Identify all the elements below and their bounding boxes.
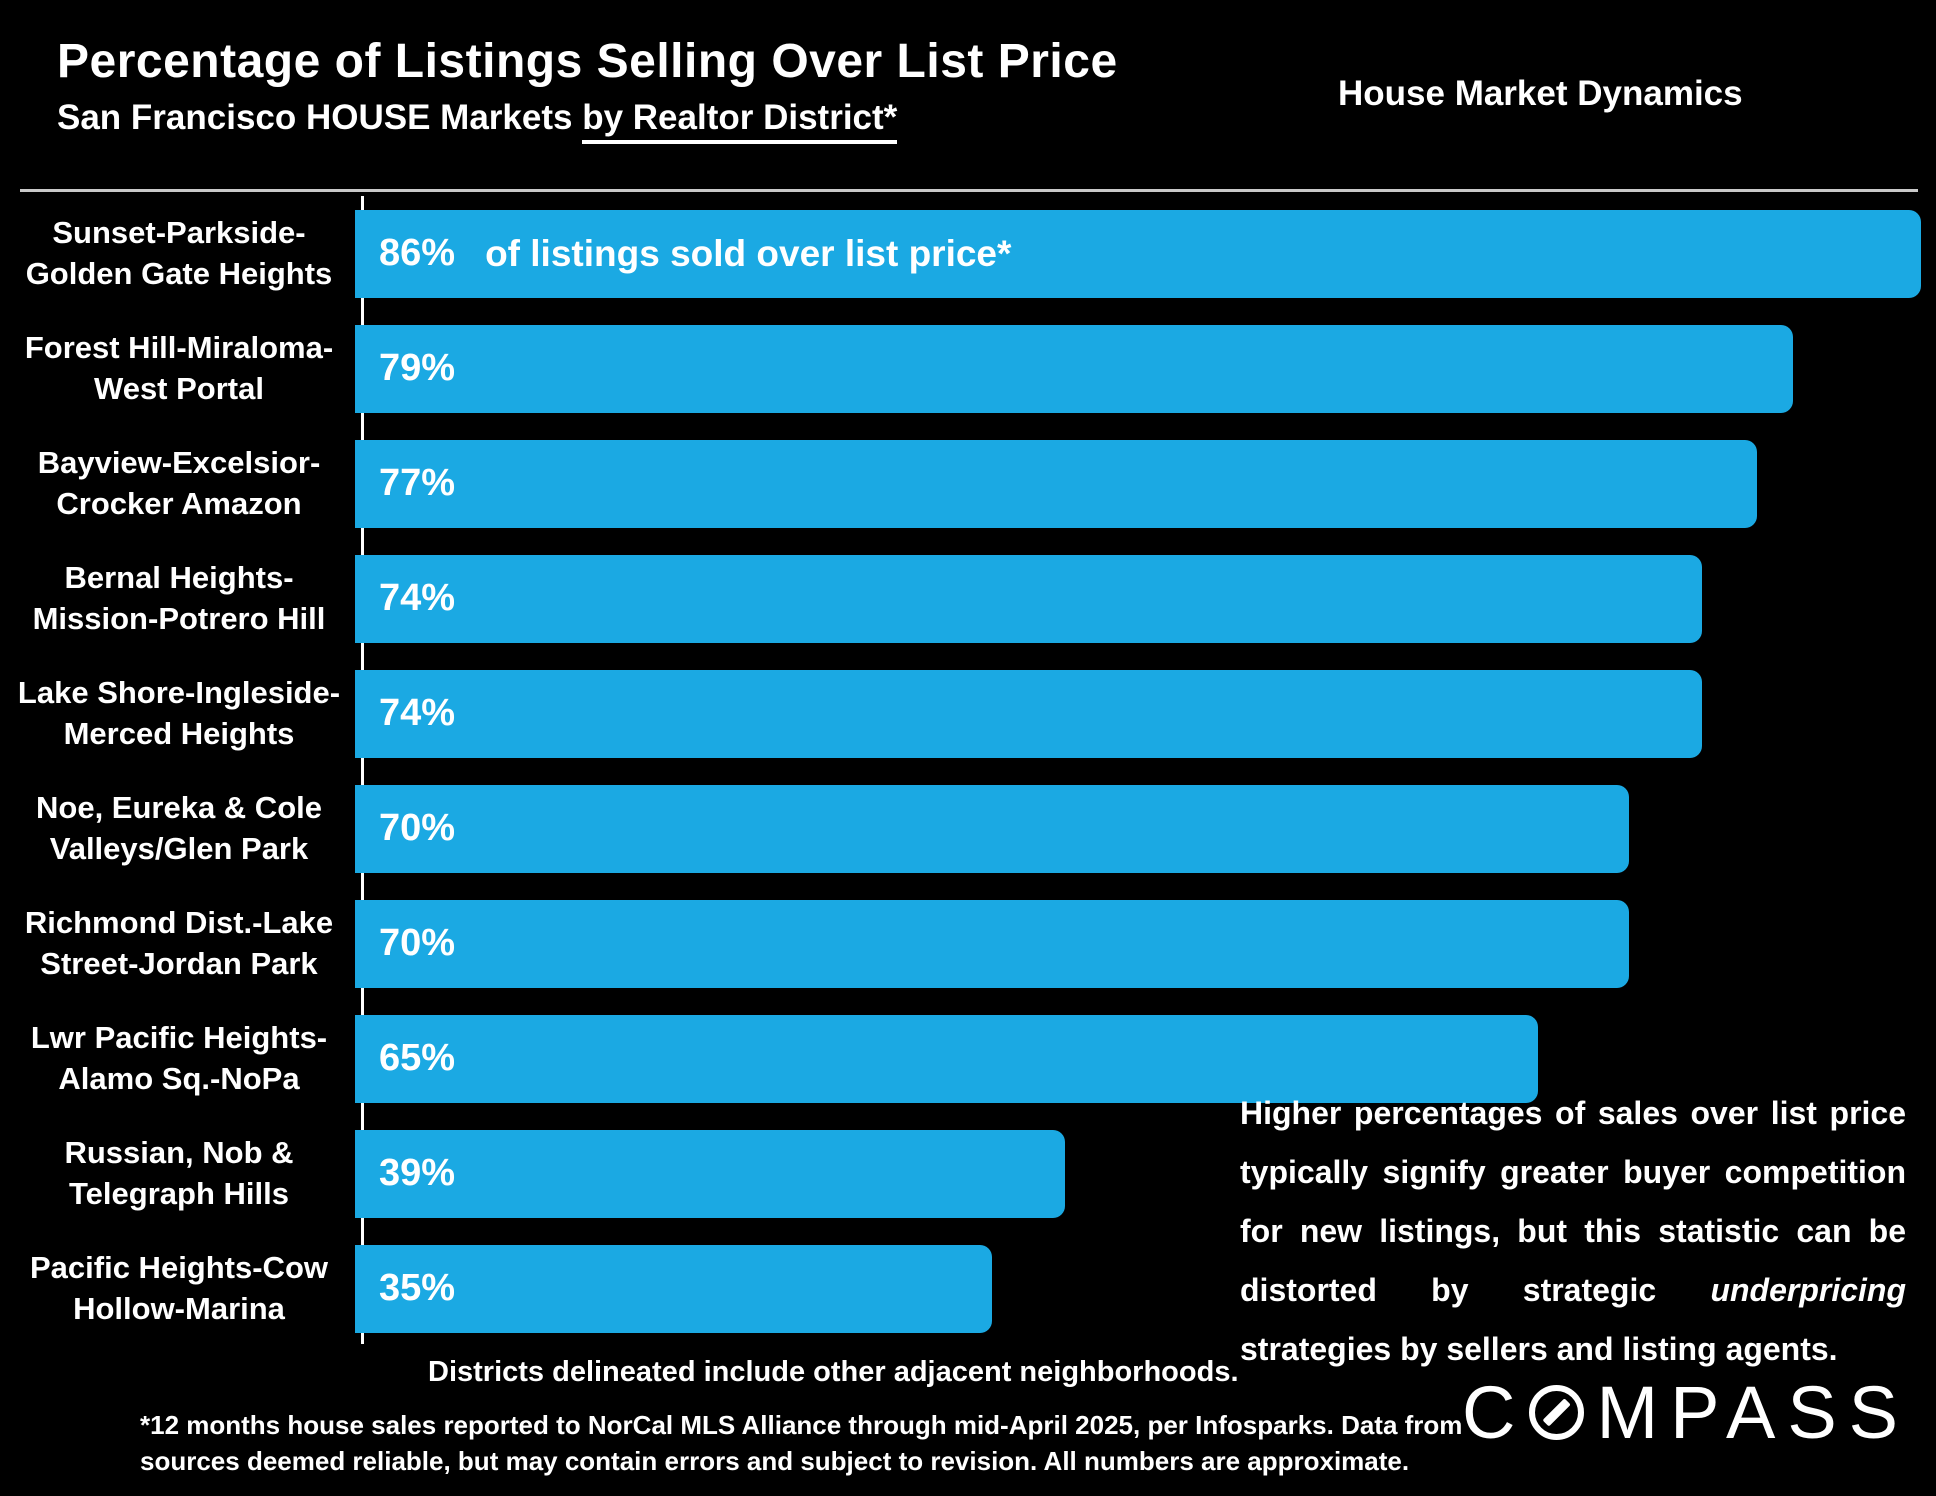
subtitle-prefix: San Francisco HOUSE Markets — [57, 98, 583, 137]
bar-area: 65% — [352, 1014, 1936, 1103]
needle-slash-icon — [1542, 1398, 1571, 1427]
bar: 74% — [355, 669, 1703, 758]
annotation-italic: underpricing — [1710, 1272, 1907, 1308]
bar-value-label: 79% — [379, 347, 456, 389]
bar: 86% of listings sold over list price* — [355, 209, 1921, 298]
footnote-line-1: *12 months house sales reported to NorCa… — [140, 1410, 1463, 1440]
bar-chart: Sunset-Parkside- Golden Gate Heights 86%… — [0, 196, 1936, 1346]
logo-letters-mpass: MPASS — [1596, 1371, 1911, 1454]
header-divider — [20, 189, 1918, 192]
chart-row: Pacific Heights-Cow Hollow-Marina 35% — [0, 1231, 1936, 1346]
category-label: Noe, Eureka & Cole Valleys/Glen Park — [0, 788, 352, 869]
category-label-line-1: Russian, Nob & — [64, 1135, 294, 1171]
category-label-line-2: Merced Heights — [63, 715, 295, 751]
bar-area: 77% — [352, 439, 1936, 528]
category-label-line-2: Crocker Amazon — [56, 485, 302, 521]
bar-rows: Sunset-Parkside- Golden Gate Heights 86%… — [0, 196, 1936, 1346]
bar-value-label: 77% — [379, 462, 456, 504]
chart-row: Noe, Eureka & Cole Valleys/Glen Park 70% — [0, 771, 1936, 886]
subtitle-asterisk: * — [883, 98, 898, 137]
footnote: *12 months house sales reported to NorCa… — [140, 1407, 1462, 1479]
bar: 79% — [355, 324, 1794, 413]
bar: 70% — [355, 784, 1630, 873]
bar-area: 35% — [352, 1244, 1936, 1333]
category-label-line-1: Sunset-Parkside- — [52, 215, 306, 251]
bar-area: 70% — [352, 784, 1936, 873]
chart-row: Lwr Pacific Heights- Alamo Sq.-NoPa 65% — [0, 1001, 1936, 1116]
category-label-line-2: Alamo Sq.-NoPa — [58, 1060, 300, 1096]
category-label-line-2: West Portal — [94, 370, 264, 406]
bar: 65% — [355, 1014, 1539, 1103]
category-label-line-1: Lwr Pacific Heights- — [30, 1020, 328, 1056]
category-label-line-2: Hollow-Marina — [73, 1290, 285, 1326]
bar-area: 70% — [352, 899, 1936, 988]
corner-label: House Market Dynamics — [1338, 74, 1743, 113]
bar-value-label: 74% — [379, 692, 456, 734]
bar: 70% — [355, 899, 1630, 988]
bar: 74% — [355, 554, 1703, 643]
compass-logo: C MPASS — [1462, 1370, 1910, 1455]
chart-row: Sunset-Parkside- Golden Gate Heights 86%… — [0, 196, 1936, 311]
districts-note: Districts delineated include other adjac… — [428, 1356, 1239, 1388]
annotation-part-1: Higher percentages of sales over list pr… — [1240, 1095, 1906, 1308]
category-label-line-1: Lake Shore-Ingleside- — [17, 675, 341, 711]
category-label-line-2: Mission-Potrero Hill — [32, 600, 326, 636]
annotation-part-2: strategies by sellers and listing agents… — [1240, 1331, 1838, 1367]
bar-area: 86% of listings sold over list price* — [352, 209, 1936, 298]
compass-needle-o-icon — [1529, 1385, 1585, 1440]
chart-row: Forest Hill-Miraloma- West Portal 79% — [0, 311, 1936, 426]
chart-row: Russian, Nob & Telegraph Hills 39% — [0, 1116, 1936, 1231]
bar-value-label: 39% — [379, 1152, 456, 1194]
bar: 77% — [355, 439, 1757, 528]
bar-value-label: 70% — [379, 807, 456, 849]
page-title: Percentage of Listings Selling Over List… — [57, 35, 1118, 88]
chart-row: Lake Shore-Ingleside- Merced Heights 74% — [0, 656, 1936, 771]
bar-value-label: 70% — [379, 922, 456, 964]
bar-area: 79% — [352, 324, 1936, 413]
category-label: Lake Shore-Ingleside- Merced Heights — [0, 673, 352, 754]
category-label-line-2: Telegraph Hills — [69, 1175, 289, 1211]
bar-area: 74% — [352, 554, 1936, 643]
bar-area: 74% — [352, 669, 1936, 758]
chart-row: Bayview-Excelsior- Crocker Amazon 77% — [0, 426, 1936, 541]
category-label-line-1: Noe, Eureka & Cole — [36, 790, 322, 826]
annotation-text: Higher percentages of sales over list pr… — [1240, 1084, 1906, 1379]
category-label: Bernal Heights- Mission-Potrero Hill — [0, 558, 352, 639]
bar-value-label: 35% — [379, 1267, 456, 1309]
category-label: Bayview-Excelsior- Crocker Amazon — [0, 443, 352, 524]
category-label-line-2: Valleys/Glen Park — [49, 830, 309, 866]
bar-value-label: 65% — [379, 1037, 456, 1079]
category-label-line-1: Richmond Dist.-Lake — [24, 905, 334, 941]
page-subtitle: San Francisco HOUSE Markets by Realtor D… — [57, 98, 898, 144]
category-label-line-1: Pacific Heights-Cow — [30, 1250, 328, 1286]
category-label-line-2: Golden Gate Heights — [25, 255, 333, 291]
chart-row: Bernal Heights- Mission-Potrero Hill 74% — [0, 541, 1936, 656]
logo-letter-c: C — [1462, 1371, 1528, 1454]
bar-value-label: 74% — [379, 577, 456, 619]
category-label-line-1: Bernal Heights- — [64, 560, 294, 596]
category-label: Lwr Pacific Heights- Alamo Sq.-NoPa — [0, 1018, 352, 1099]
category-axis-line — [361, 196, 364, 1344]
chart-row: Richmond Dist.-Lake Street-Jordan Park 7… — [0, 886, 1936, 1001]
footnote-line-2: sources deemed reliable, but may contain… — [140, 1446, 1410, 1476]
category-label: Forest Hill-Miraloma- West Portal — [0, 328, 352, 409]
bar-note: of listings sold over list price* — [485, 232, 1012, 274]
bar-area: 39% — [352, 1129, 1936, 1218]
category-label-line-1: Bayview-Excelsior- — [37, 445, 321, 481]
category-label-line-1: Forest Hill-Miraloma- — [24, 330, 334, 366]
bar: 39% — [355, 1129, 1066, 1218]
category-label: Richmond Dist.-Lake Street-Jordan Park — [0, 903, 352, 984]
subtitle-underlined: by Realtor District* — [582, 98, 898, 144]
bar: 35% — [355, 1244, 993, 1333]
bar-value-label: 86% — [379, 232, 456, 274]
category-label-line-2: Street-Jordan Park — [40, 945, 318, 981]
category-label: Sunset-Parkside- Golden Gate Heights — [0, 213, 352, 294]
category-label: Pacific Heights-Cow Hollow-Marina — [0, 1248, 352, 1329]
category-label: Russian, Nob & Telegraph Hills — [0, 1133, 352, 1214]
